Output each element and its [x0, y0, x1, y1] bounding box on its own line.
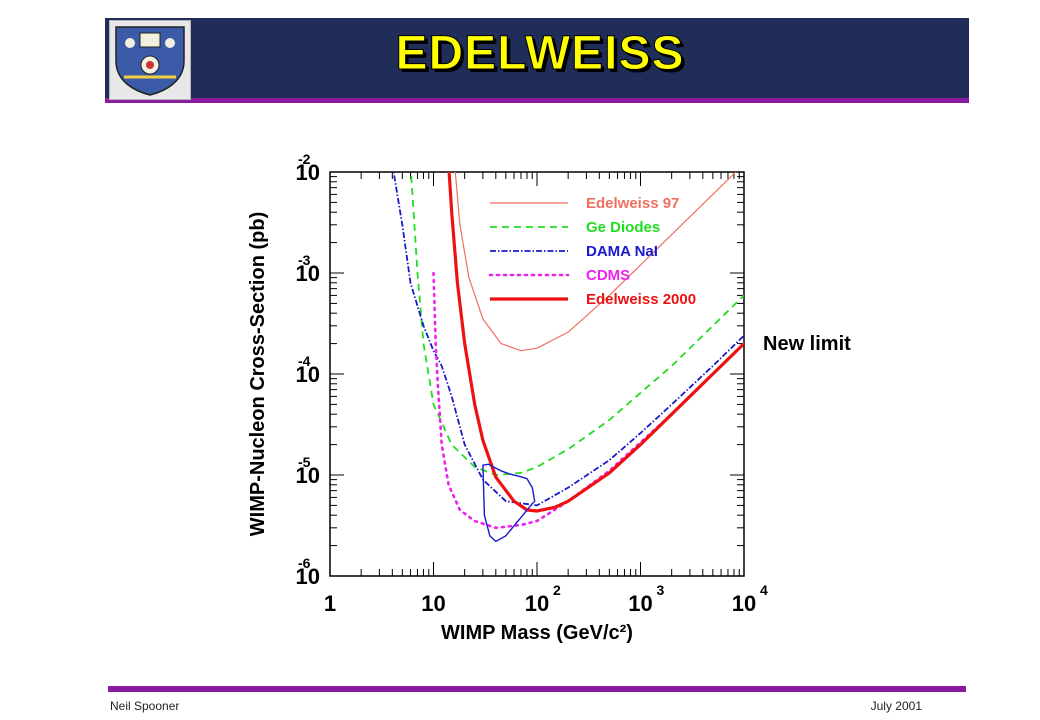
header-divider — [105, 98, 969, 103]
plot-area — [392, 172, 744, 543]
legend-label-4: Edelweiss 2000 — [586, 291, 696, 308]
y-tick-exponent: -6 — [298, 555, 311, 571]
y-tick-exponent: -5 — [298, 454, 311, 470]
series-line-0 — [454, 172, 737, 352]
x-tick-label: 10 — [421, 591, 445, 616]
slide-title: EDELWEISS — [395, 27, 685, 81]
footer-divider — [108, 686, 966, 692]
legend-label-1: Ge Diodes — [586, 219, 660, 236]
new-limit-annotation: New limit — [763, 333, 851, 355]
x-tick-label: 10 — [628, 591, 652, 616]
header-bar — [105, 18, 969, 98]
y-tick-exponent: -2 — [298, 151, 311, 167]
dama-region-contour — [482, 463, 536, 543]
y-tick-label: 10 — [296, 160, 320, 185]
university-crest-icon — [109, 20, 191, 100]
y-axis-label: WIMP-Nucleon Cross-Section (pb) — [247, 212, 269, 536]
y-tick-label: 10 — [296, 463, 320, 488]
legend-label-0: Edelweiss 97 — [586, 195, 679, 212]
y-tick-exponent: -3 — [298, 252, 311, 268]
x-axis-label: WIMP Mass (GeV/c²) — [441, 622, 633, 644]
legend-label-3: CDMS — [586, 267, 630, 284]
x-tick-exponent: 3 — [657, 582, 665, 598]
plot-frame — [329, 171, 745, 577]
y-tick-label: 10 — [296, 564, 320, 589]
series-line-1 — [410, 172, 744, 476]
legend-label-2: DAMA NaI — [586, 243, 658, 260]
y-tick-exponent: -4 — [298, 353, 311, 369]
series-line-3 — [432, 271, 744, 530]
x-tick-exponent: 2 — [553, 582, 561, 598]
y-tick-label: 10 — [296, 261, 320, 286]
x-tick-exponent: 4 — [760, 582, 768, 598]
x-tick-label: 10 — [732, 591, 756, 616]
footer-author: Neil Spooner — [110, 699, 180, 713]
x-tick-label: 10 — [525, 591, 549, 616]
x-tick-label: 1 — [324, 591, 336, 616]
y-tick-label: 10 — [296, 362, 320, 387]
footer-date: July 2001 — [870, 699, 922, 713]
